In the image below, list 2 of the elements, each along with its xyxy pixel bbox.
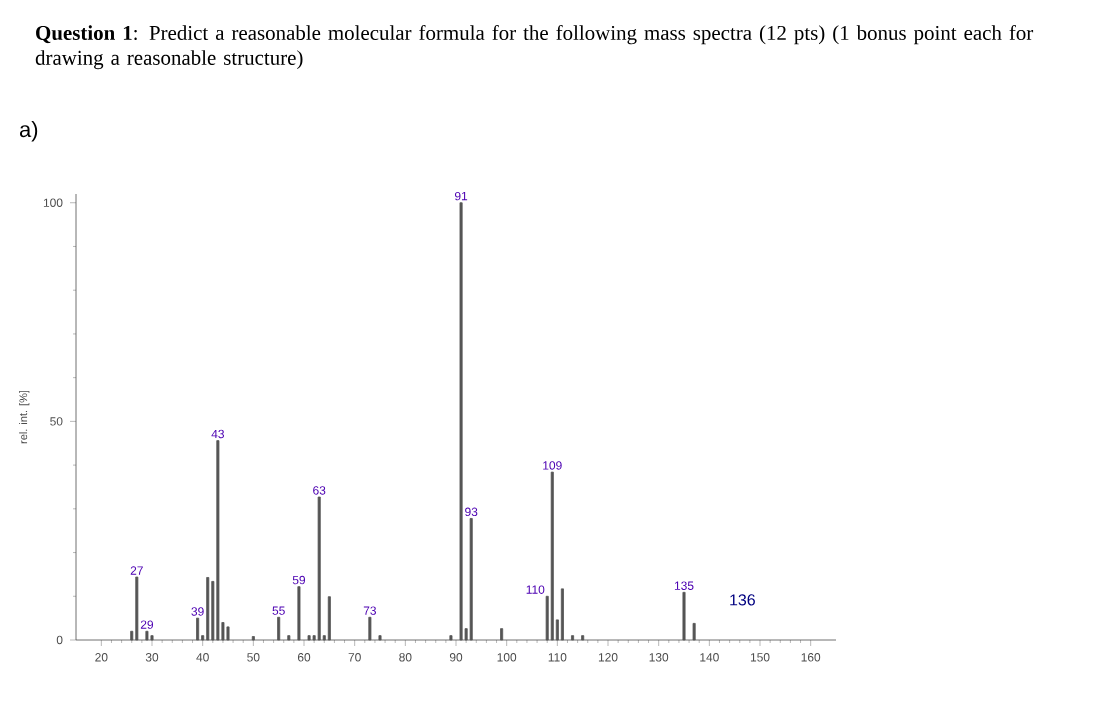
chart-subtitle: a): [19, 121, 38, 142]
chart-title: Question 1: Predict a reasonable molecular formula for the following mass spectra (12 pts) (1 bonus point each for drawing a reasonable structure): [35, 25, 1034, 70]
